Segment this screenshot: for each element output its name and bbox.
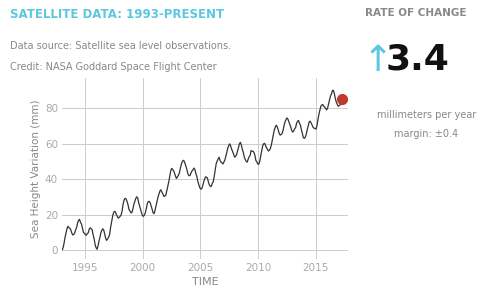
Text: RATE OF CHANGE: RATE OF CHANGE — [365, 8, 467, 17]
Text: 3.4: 3.4 — [385, 42, 449, 76]
Text: ↑: ↑ — [363, 44, 393, 78]
Text: millimeters per year: millimeters per year — [377, 110, 476, 120]
Y-axis label: Sea Height Variation (mm): Sea Height Variation (mm) — [31, 99, 41, 238]
Text: Data source: Satellite sea level observations.: Data source: Satellite sea level observa… — [10, 41, 231, 51]
Text: margin: ±0.4: margin: ±0.4 — [394, 129, 459, 139]
X-axis label: TIME: TIME — [192, 277, 218, 287]
Text: Credit: NASA Goddard Space Flight Center: Credit: NASA Goddard Space Flight Center — [10, 62, 217, 72]
Text: SATELLITE DATA: 1993-PRESENT: SATELLITE DATA: 1993-PRESENT — [10, 8, 224, 20]
